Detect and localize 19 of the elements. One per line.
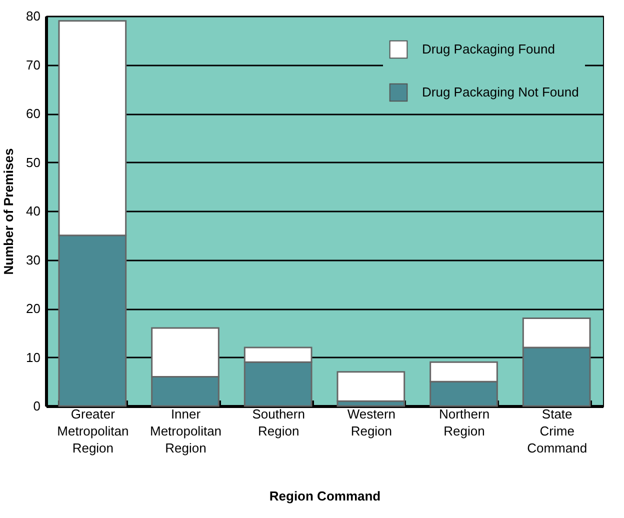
x-tick-label: Inner Metropolitan Region bbox=[150, 406, 222, 456]
x-tick-label: Southern Region bbox=[252, 406, 305, 438]
y-tick-label: 80 bbox=[26, 8, 40, 24]
y-tick-label: 0 bbox=[33, 398, 40, 414]
x-tick-label: State Crime Command bbox=[527, 406, 588, 456]
y-tick-label: 50 bbox=[26, 154, 40, 170]
y-axis-title: Number of Premises bbox=[1, 148, 16, 275]
y-tick-label: 60 bbox=[26, 106, 40, 121]
y-tick-label: 70 bbox=[26, 57, 40, 72]
legend-label: Drug Packaging Found bbox=[422, 42, 555, 56]
x-axis-title: Region Command bbox=[269, 488, 381, 504]
x-tick-label: Western Region bbox=[347, 406, 396, 438]
y-tick-label: 30 bbox=[26, 252, 40, 268]
x-tick-label: Greater Metropolitan Region bbox=[57, 406, 129, 456]
legend-label: Drug Packaging Not Found bbox=[422, 84, 579, 100]
y-tick-label: 10 bbox=[26, 350, 40, 365]
y-tick-label: 40 bbox=[26, 204, 40, 218]
y-tick-label: 20 bbox=[26, 301, 40, 316]
x-tick-label: Northern Region bbox=[438, 406, 490, 438]
